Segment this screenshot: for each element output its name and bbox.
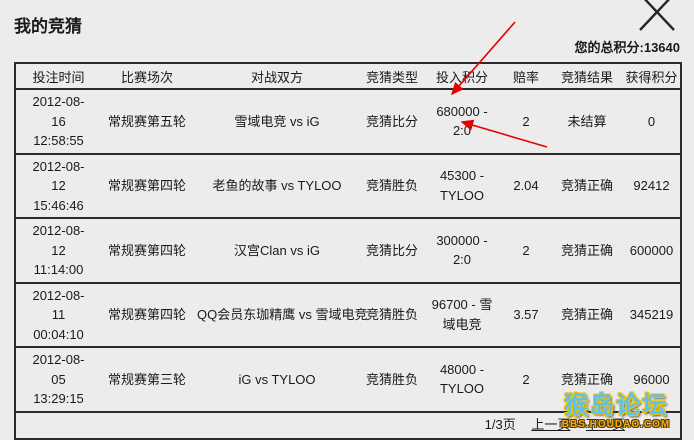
cell-teams: 汉宫Clan vs iG (193, 218, 361, 284)
header-type: 竞猜类型 (361, 63, 423, 90)
cell-stake: 45300 - TYLOO (423, 153, 501, 219)
table-row: 2012-08-12 11:14:00 常规赛第四轮 汉宫Clan vs iG … (15, 218, 681, 284)
cell-match: 常规赛第三轮 (101, 347, 193, 413)
table-row: 2012-08-11 00:04:10 常规赛第四轮 QQ会员东珈精鹰 vs 雪… (15, 282, 681, 348)
header-stake: 投入积分 (423, 63, 501, 90)
cell-bet-time: 2012-08-11 00:04:10 (15, 282, 101, 348)
cell-bet-time: 2012-08-12 15:46:46 (15, 153, 101, 219)
bet-time: 12:58:55 (33, 133, 84, 148)
header-result: 竞猜结果 (551, 63, 623, 90)
cell-odds: 2 (501, 347, 551, 413)
cell-match: 常规赛第四轮 (101, 153, 193, 219)
cell-type: 竞猜比分 (361, 89, 423, 155)
cell-points: 0 (623, 89, 681, 155)
cell-result: 竞猜正确 (551, 347, 623, 413)
bet-date: 2012-08-12 (32, 158, 85, 194)
pagination-row: 1/3页 上一页 下一页 (15, 412, 681, 439)
cell-stake: 300000 - 2:0 (423, 218, 501, 284)
cell-type: 竞猜胜负 (361, 153, 423, 219)
close-icon[interactable] (636, 0, 678, 34)
cell-odds: 3.57 (501, 282, 551, 348)
cell-stake: 48000 - TYLOO (423, 347, 501, 413)
cell-match: 常规赛第五轮 (101, 89, 193, 155)
cell-points: 345219 (623, 282, 681, 348)
header-match: 比赛场次 (101, 63, 193, 90)
bet-time: 15:46:46 (33, 197, 84, 213)
cell-stake: 96700 - 雪域电竞 (423, 282, 501, 348)
cell-result: 竞猜正确 (551, 282, 623, 348)
bet-time: 13:29:15 (33, 391, 84, 406)
cell-match: 常规赛第四轮 (101, 282, 193, 348)
cell-type: 竞猜胜负 (361, 282, 423, 348)
cell-odds: 2 (501, 89, 551, 155)
cell-teams: iG vs TYLOO (193, 347, 361, 413)
cell-result: 未结算 (551, 89, 623, 155)
cell-type: 竞猜胜负 (361, 347, 423, 413)
header-bet-time: 投注时间 (15, 63, 101, 90)
table-body: 2012-08-16 12:58:55 常规赛第五轮 雪域电竞 vs iG 竞猜… (15, 89, 681, 413)
bet-time: 11:14:00 (33, 262, 84, 277)
cell-odds: 2 (501, 218, 551, 284)
table-row: 2012-08-12 15:46:46 常规赛第四轮 老鱼的故事 vs TYLO… (15, 153, 681, 219)
cell-type: 竞猜比分 (361, 218, 423, 284)
table-header-row: 投注时间 比赛场次 对战双方 竞猜类型 投入积分 赔率 竞猜结果 获得积分 (15, 63, 681, 90)
cell-teams: 老鱼的故事 vs TYLOO (193, 153, 361, 219)
cell-odds: 2.04 (501, 153, 551, 219)
cell-points: 92412 (623, 153, 681, 219)
cell-result: 竞猜正确 (551, 153, 623, 219)
bet-time: 00:04:10 (33, 326, 84, 342)
bets-table: 投注时间 比赛场次 对战双方 竞猜类型 投入积分 赔率 竞猜结果 获得积分 20… (14, 62, 682, 440)
page-indicator: 1/3页 (484, 417, 516, 433)
next-page-link[interactable]: 下一页 (585, 417, 625, 433)
pagination: 1/3页 上一页 下一页 (15, 412, 681, 439)
cell-bet-time: 2012-08-12 11:14:00 (15, 218, 101, 284)
bet-date: 2012-08-16 (32, 94, 85, 129)
bet-date: 2012-08-12 (32, 223, 85, 258)
bet-date: 2012-08-05 (32, 352, 85, 387)
cell-match: 常规赛第四轮 (101, 218, 193, 284)
cell-result: 竞猜正确 (551, 218, 623, 284)
cell-bet-time: 2012-08-16 12:58:55 (15, 89, 101, 155)
table-row: 2012-08-16 12:58:55 常规赛第五轮 雪域电竞 vs iG 竞猜… (15, 89, 681, 155)
cell-teams: QQ会员东珈精鹰 vs 雪域电竞 (193, 282, 367, 348)
bet-date: 2012-08-11 (32, 287, 85, 323)
page-title: 我的竞猜 (14, 17, 82, 36)
cell-stake: 680000 - 2:0 (423, 89, 501, 155)
cell-bet-time: 2012-08-05 13:29:15 (15, 347, 101, 413)
header-teams: 对战双方 (193, 63, 361, 90)
total-points-label: 您的总积分:13640 (574, 40, 680, 55)
prev-page-link[interactable]: 上一页 (531, 417, 571, 433)
header-points: 获得积分 (623, 63, 681, 90)
header-odds: 赔率 (501, 63, 551, 90)
cell-points: 600000 (623, 218, 681, 284)
table-row: 2012-08-05 13:29:15 常规赛第三轮 iG vs TYLOO 竞… (15, 347, 681, 413)
cell-points: 96000 (623, 347, 681, 413)
cell-teams: 雪域电竞 vs iG (193, 89, 361, 155)
